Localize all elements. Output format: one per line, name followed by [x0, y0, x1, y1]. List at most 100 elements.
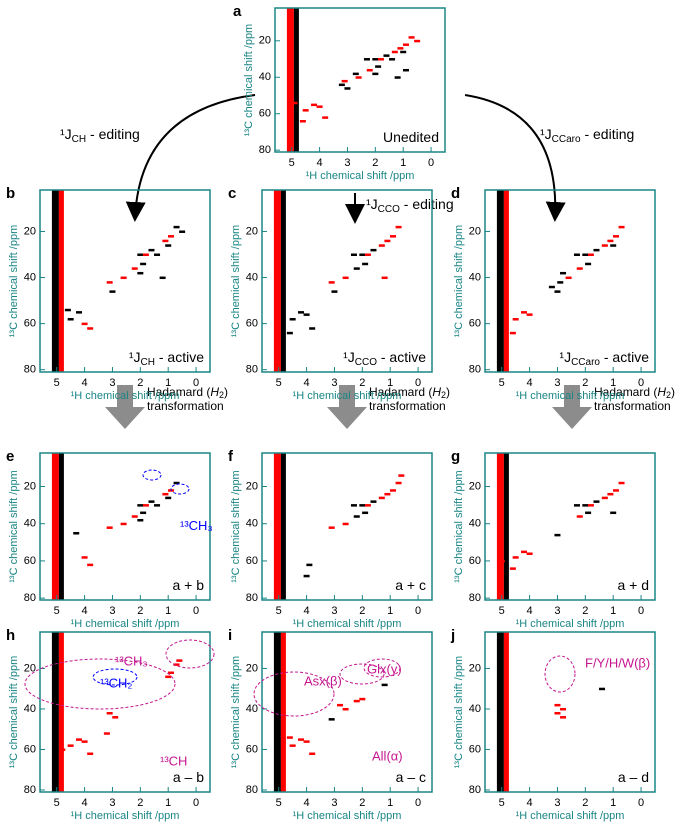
peak — [381, 276, 388, 280]
peak — [137, 518, 144, 522]
label-part: - active — [155, 349, 204, 365]
peak — [408, 36, 415, 39]
annotation-ellipse — [253, 671, 335, 717]
x-tick-label: 4 — [527, 797, 533, 809]
peak — [610, 511, 617, 515]
peak — [81, 740, 88, 743]
peak — [137, 504, 144, 507]
x-tick-label: 5 — [499, 377, 505, 389]
peak — [414, 39, 421, 43]
block-arrow — [105, 385, 145, 429]
y-tick-label: 60 — [246, 318, 258, 330]
annotation: ¹³CH — [160, 753, 187, 768]
peak — [554, 290, 561, 293]
x-tick-label: 1 — [387, 605, 393, 617]
peak — [557, 281, 564, 284]
label-part: transformation — [369, 399, 446, 413]
label-part: H — [657, 385, 666, 399]
peak — [355, 76, 362, 79]
label-part: ) — [671, 385, 675, 399]
peak — [498, 559, 505, 563]
label-part: CH — [141, 357, 155, 368]
annotation: F/Y/H/W(β) — [585, 655, 650, 670]
annotation-ellipse — [339, 663, 385, 685]
x-tick-label: 2 — [582, 605, 588, 617]
y-axis-label: ¹³C chemical shift /ppm — [230, 656, 242, 768]
panel-letter: c — [228, 185, 236, 202]
peak — [289, 318, 296, 321]
x-tick-label: 0 — [415, 377, 421, 389]
plot-frame — [484, 631, 656, 793]
peak — [142, 504, 149, 507]
peak — [350, 253, 357, 257]
peak — [67, 744, 74, 747]
x-tick-label: 5 — [54, 377, 60, 389]
label-part: transformation — [147, 399, 224, 413]
y-tick-label: 60 — [469, 555, 481, 567]
x-tick-label: 2 — [137, 377, 143, 389]
x-tick-label: 3 — [331, 797, 337, 809]
peak — [509, 331, 516, 335]
panel-label: Unedited — [383, 129, 439, 145]
peak — [601, 244, 608, 247]
signal-stripe — [51, 632, 59, 792]
peak — [587, 253, 594, 257]
block-arrow — [552, 385, 592, 429]
signal-stripe — [273, 453, 281, 600]
peak — [167, 235, 174, 238]
peak — [162, 492, 169, 496]
peak — [381, 683, 388, 687]
x-axis-label: ¹H chemical shift /ppm — [516, 618, 625, 630]
peak — [337, 703, 344, 707]
y-tick-label: 60 — [246, 555, 258, 567]
peak — [338, 83, 345, 87]
signal-stripe — [503, 190, 509, 372]
peak — [573, 253, 580, 257]
peak — [582, 504, 589, 507]
signal-stripe — [51, 453, 59, 600]
x-axis-label: ¹H chemical shift /ppm — [516, 390, 625, 402]
peak — [391, 50, 398, 54]
y-tick-label: 60 — [469, 318, 481, 330]
plot-frame — [484, 452, 656, 601]
x-tick-label: 5 — [499, 797, 505, 809]
peak — [363, 58, 370, 61]
label-part: ¹J — [129, 349, 141, 365]
peak — [618, 481, 625, 485]
arrow — [464, 94, 566, 222]
y-tick-label: 60 — [24, 743, 36, 755]
peak — [306, 563, 313, 567]
y-tick-label: 60 — [469, 743, 481, 755]
peak — [554, 712, 561, 715]
label-part: Unedited — [383, 129, 439, 145]
y-tick-label: 40 — [469, 518, 481, 530]
peak — [352, 72, 359, 76]
x-tick-label: 3 — [344, 157, 350, 169]
peak — [512, 318, 519, 321]
peak — [521, 311, 528, 314]
x-tick-label: 2 — [359, 605, 365, 617]
y-tick-label: 40 — [24, 518, 36, 530]
annotation-ellipse — [24, 658, 176, 710]
x-tick-label: 2 — [582, 377, 588, 389]
x-tick-label: 4 — [82, 797, 88, 809]
y-tick-label: 80 — [469, 592, 481, 604]
peak — [73, 532, 80, 535]
peak — [87, 327, 94, 330]
x-tick-label: 1 — [387, 377, 393, 389]
peak — [298, 311, 305, 314]
x-axis-label: ¹H chemical shift /ppm — [71, 810, 180, 822]
peak — [560, 716, 567, 719]
annotation-ellipse — [363, 658, 401, 678]
peak — [142, 253, 149, 257]
peak — [106, 526, 113, 529]
peak — [140, 511, 147, 515]
signal-stripe — [58, 190, 64, 372]
y-tick-label: 60 — [246, 743, 258, 755]
peak — [521, 550, 528, 554]
y-tick-label: 80 — [246, 592, 258, 604]
peak — [554, 703, 561, 707]
x-tick-label: 5 — [54, 605, 60, 617]
x-tick-label: 5 — [276, 797, 282, 809]
peak — [120, 522, 127, 526]
